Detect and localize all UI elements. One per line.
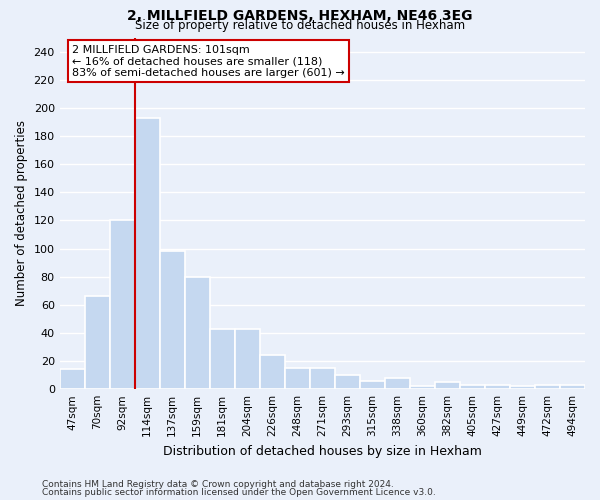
Bar xyxy=(385,378,410,389)
Bar xyxy=(360,380,385,389)
Text: 2 MILLFIELD GARDENS: 101sqm
← 16% of detached houses are smaller (118)
83% of se: 2 MILLFIELD GARDENS: 101sqm ← 16% of det… xyxy=(72,44,345,78)
Text: Contains HM Land Registry data © Crown copyright and database right 2024.: Contains HM Land Registry data © Crown c… xyxy=(42,480,394,489)
Bar xyxy=(335,375,360,389)
Y-axis label: Number of detached properties: Number of detached properties xyxy=(15,120,28,306)
Bar xyxy=(410,386,435,389)
Bar xyxy=(59,370,85,389)
Bar xyxy=(485,385,510,389)
Text: 2, MILLFIELD GARDENS, HEXHAM, NE46 3EG: 2, MILLFIELD GARDENS, HEXHAM, NE46 3EG xyxy=(127,9,473,23)
Bar xyxy=(210,328,235,389)
Bar xyxy=(160,252,185,389)
Bar xyxy=(560,385,585,389)
Bar xyxy=(460,385,485,389)
Bar xyxy=(235,328,260,389)
Bar xyxy=(435,382,460,389)
Text: Contains public sector information licensed under the Open Government Licence v3: Contains public sector information licen… xyxy=(42,488,436,497)
X-axis label: Distribution of detached houses by size in Hexham: Distribution of detached houses by size … xyxy=(163,444,482,458)
Bar xyxy=(135,118,160,389)
Bar xyxy=(260,356,285,389)
Bar xyxy=(310,368,335,389)
Bar xyxy=(185,276,210,389)
Text: Size of property relative to detached houses in Hexham: Size of property relative to detached ho… xyxy=(135,19,465,32)
Bar xyxy=(85,296,110,389)
Bar xyxy=(285,368,310,389)
Bar xyxy=(510,386,535,389)
Bar xyxy=(535,385,560,389)
Bar xyxy=(110,220,135,389)
